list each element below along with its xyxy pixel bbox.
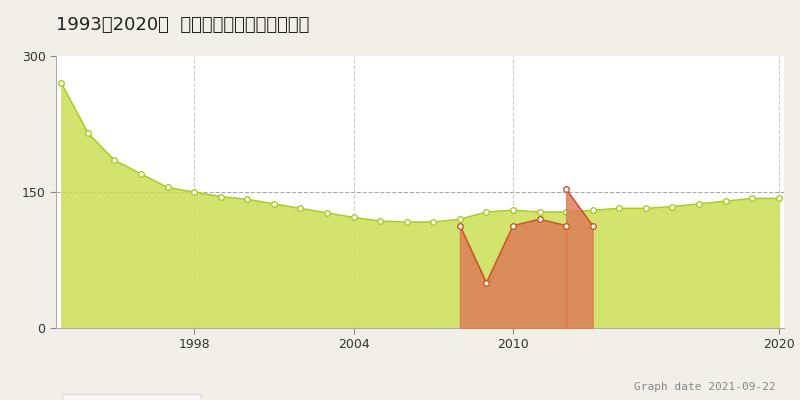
Legend: 地価公示 平均嵪単価(万円/嵪), 取引価格 平均嵪単価(万円/嵪): 地価公示 平均嵪単価(万円/嵪), 取引価格 平均嵪単価(万円/嵪) — [62, 394, 201, 400]
Text: Graph date 2021-09-22: Graph date 2021-09-22 — [634, 382, 776, 392]
Text: 1993～2020年  足立区千住桜木の地価推移: 1993～2020年 足立区千住桜木の地価推移 — [56, 16, 310, 34]
